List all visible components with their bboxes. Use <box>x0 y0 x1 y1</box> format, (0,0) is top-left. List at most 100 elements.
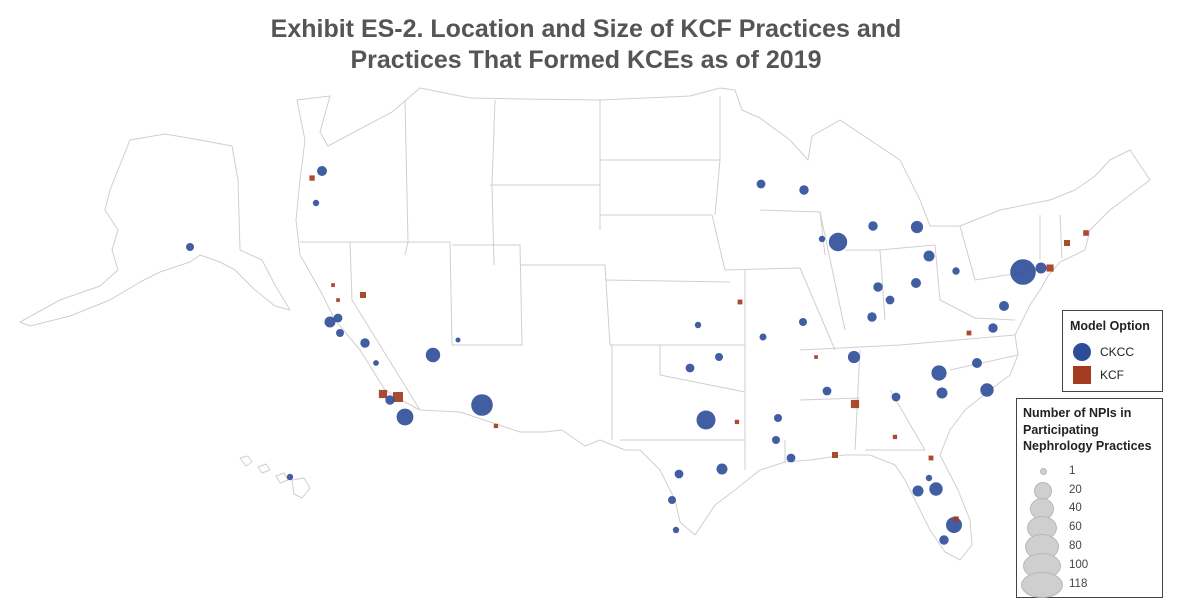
size-label-60: 60 <box>1069 521 1082 533</box>
kcf-marker <box>393 392 403 402</box>
ckcc-marker <box>923 250 935 262</box>
size-bubble-1 <box>1040 468 1047 475</box>
kcf-marker <box>1064 240 1070 246</box>
ckcc-marker <box>891 392 901 402</box>
ckcc-marker <box>716 463 728 475</box>
ckcc-marker <box>939 535 949 545</box>
kcf-marker <box>814 355 818 359</box>
ckcc-marker <box>980 383 994 397</box>
model-option-legend: Model Option CKCC KCF <box>1062 310 1163 392</box>
ckcc-marker <box>694 321 702 329</box>
ckcc-marker <box>952 267 960 275</box>
ckcc-marker <box>847 350 861 364</box>
ckcc-marker <box>885 295 895 305</box>
legend-label-kcf: KCF <box>1100 368 1124 382</box>
us-mainland-outline <box>295 87 1151 561</box>
ckcc-marker <box>931 365 947 381</box>
ckcc-marker <box>471 394 493 416</box>
kcf-marker <box>892 434 898 440</box>
kcf-marker <box>493 423 499 429</box>
ckcc-marker <box>324 316 336 328</box>
ckcc-marker <box>786 453 796 463</box>
size-label-40: 40 <box>1069 502 1082 514</box>
ckcc-marker <box>373 360 379 366</box>
title-line-2: Practices That Formed KCEs as of 2019 <box>350 46 822 74</box>
ckcc-marker <box>668 496 676 504</box>
ckcc-marker <box>360 338 370 348</box>
size-legend-title: Number of NPIs in Participating Nephrolo… <box>1023 405 1159 455</box>
ckcc-marker <box>799 318 807 326</box>
npi-size-legend: Number of NPIs in Participating Nephrolo… <box>1016 398 1163 598</box>
size-legend-title-line-1: Number of NPIs in <box>1023 406 1132 420</box>
state-outlines <box>19 87 1151 561</box>
ckcc-marker <box>186 243 194 251</box>
size-label-118: 118 <box>1069 578 1088 590</box>
ckcc-marker <box>868 221 878 231</box>
ckcc-marker <box>867 312 877 322</box>
model-legend-title: Model Option <box>1070 319 1150 333</box>
ckcc-marker <box>333 313 343 323</box>
ckcc-marker <box>672 526 680 534</box>
ckcc-marker <box>455 337 461 343</box>
kcf-marker <box>928 455 934 461</box>
size-legend-row: 20 <box>1017 481 1162 500</box>
ckcc-marker <box>336 329 344 337</box>
alaska-outline <box>19 133 291 327</box>
ckcc-marker <box>396 408 414 426</box>
ckcc-marker <box>385 395 395 405</box>
ckcc-marker <box>312 199 320 207</box>
ckcc-marker <box>1035 262 1047 274</box>
title-line-1: Exhibit ES-2. Location and Size of KCF P… <box>270 15 902 43</box>
kcf-marker <box>1046 264 1054 272</box>
ckcc-marker <box>759 333 767 341</box>
kcf-marker <box>966 330 972 336</box>
kcf-marker <box>309 175 315 181</box>
size-legend-title-line-2: Participating <box>1023 422 1099 437</box>
size-label-100: 100 <box>1069 559 1089 571</box>
ckcc-marker <box>936 387 948 399</box>
ckcc-marker <box>286 473 294 481</box>
ckcc-marker <box>425 347 441 363</box>
size-label-1: 1 <box>1069 465 1076 477</box>
kcf-square-swatch <box>1073 366 1091 384</box>
kcf-marker <box>336 298 340 302</box>
ckcc-marker <box>873 282 883 292</box>
ckcc-marker <box>912 485 924 497</box>
ckcc-marker <box>988 323 998 333</box>
ckcc-marker <box>772 436 780 444</box>
ckcc-marker <box>317 166 327 176</box>
kcf-marker <box>734 419 740 425</box>
ckcc-marker <box>911 278 921 288</box>
ckcc-marker <box>674 469 684 479</box>
kcf-marker <box>1083 230 1089 236</box>
ckcc-marker <box>910 220 924 234</box>
size-legend-row: 1 <box>1017 462 1162 480</box>
kcf-marker <box>378 389 388 399</box>
ckcc-marker <box>799 185 809 195</box>
ckcc-marker <box>822 386 832 396</box>
ckcc-marker <box>756 179 766 189</box>
legend-label-ckcc: CKCC <box>1100 345 1135 359</box>
kcf-marker <box>331 283 335 287</box>
size-label-80: 80 <box>1069 540 1082 552</box>
size-legend-title-line-3: Nephrology Practices <box>1023 439 1152 453</box>
ckcc-marker <box>999 301 1009 311</box>
kcf-marker <box>850 399 860 409</box>
kcf-marker <box>737 299 743 305</box>
size-legend-row: 40 <box>1017 498 1162 520</box>
hawaii-outline <box>239 455 311 499</box>
ckcc-marker <box>1010 259 1036 285</box>
chart-title: Exhibit ES-2. Location and Size of KCF P… <box>0 14 1172 76</box>
ckcc-marker <box>972 358 982 368</box>
ckcc-marker <box>696 410 716 430</box>
kcf-marker <box>360 292 366 298</box>
ckcc-marker <box>685 363 695 373</box>
markers-layer <box>186 166 1089 545</box>
ckcc-marker <box>929 482 943 496</box>
ckcc-marker <box>818 235 826 243</box>
size-label-20: 20 <box>1069 484 1082 496</box>
state-borders <box>300 96 1063 470</box>
ckcc-marker <box>774 414 782 422</box>
size-legend-row: 118 <box>1017 572 1162 598</box>
